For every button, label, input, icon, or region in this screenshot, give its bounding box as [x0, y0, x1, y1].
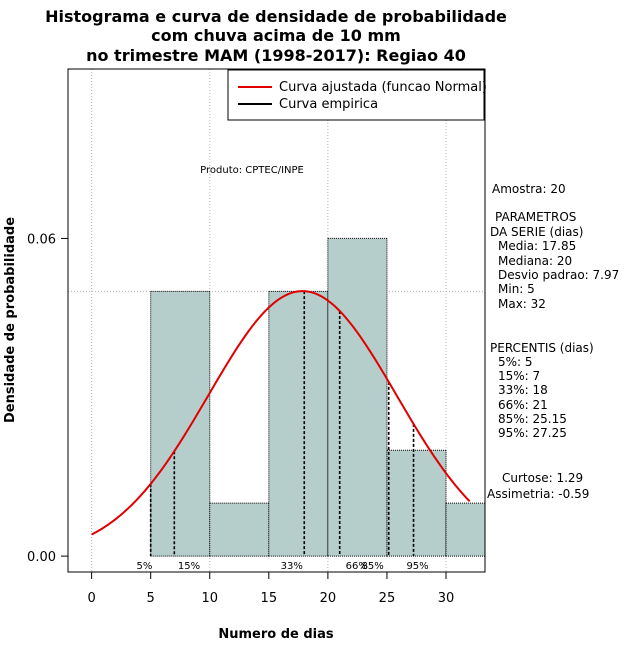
chart-title-line-1: Histograma e curva de densidade de proba… [45, 7, 507, 26]
x-tick-label: 5 [147, 591, 155, 606]
percentile-label: 5% [137, 561, 153, 572]
x-tick-label: 30 [438, 591, 455, 606]
params-title-2: DA SERIE (dias) [490, 225, 583, 239]
histogram-bar [386, 450, 447, 557]
percentile-label: 85% [362, 561, 384, 572]
percentil-33: 33%: 18 [498, 383, 548, 397]
x-axis-title: Numero de dias [218, 627, 334, 642]
percentis-title: PERCENTIS (dias) [490, 341, 594, 355]
percentil-5: 5%: 5 [498, 355, 533, 369]
y-tick-label: 0.06 [27, 232, 56, 247]
histogram-bar [327, 238, 387, 557]
grid-layer [68, 69, 485, 572]
curve-layer [91, 290, 471, 536]
histogram-bar [209, 503, 269, 557]
percentile-markers: 5% 15% 33% 66%85% 95% [137, 291, 429, 572]
y-tick-label: 0.00 [27, 550, 56, 565]
param-sd: Desvio padrao: 7.97 [498, 268, 619, 282]
legend-label-fitted: Curva ajustada (funcao Normal) [279, 80, 487, 95]
x-tick-label: 10 [201, 591, 218, 606]
params-title-1: PARAMETROS [495, 210, 576, 224]
legend-box [227, 69, 485, 121]
percentile-label: 66% [346, 561, 368, 572]
histogram-bars [150, 237, 485, 557]
x-tick-label: 20 [320, 591, 337, 606]
assimetria: Assimetria: -0.59 [487, 487, 589, 501]
chart-annotation: Produto: CPTEC/INPE [200, 165, 304, 176]
percentile-label: 95% [406, 561, 428, 572]
axes-layer: 0 5 10 15 20 25 30 0.00 0.06 [27, 232, 454, 606]
percentil-95: 95%: 27.25 [498, 426, 567, 440]
y-axis-title: Densidade de probabilidade [3, 217, 18, 423]
histogram-bar [150, 291, 210, 557]
histogram-bar [446, 503, 485, 557]
curtose: Curtose: 1.29 [502, 471, 583, 485]
stats-panel: Amostra: 20 PARAMETROS DA SERIE (dias) M… [487, 182, 619, 501]
param-mean: Media: 17.85 [498, 239, 576, 253]
x-tick-label: 0 [87, 591, 95, 606]
percentile-label: 33% [281, 561, 303, 572]
param-median: Mediana: 20 [498, 254, 572, 268]
x-tick-label: 15 [261, 591, 278, 606]
chart-title-line-3: no trimestre MAM (1998-2017): Regiao 40 [86, 46, 466, 65]
param-min: Min: 5 [498, 282, 535, 296]
percentile-label: 15% [178, 561, 200, 572]
percentil-85: 85%: 25.15 [498, 412, 567, 426]
histogram-bar [268, 291, 328, 557]
legend-label-empirical: Curva empirica [279, 97, 378, 112]
legend: Curva ajustada (funcao Normal) Curva emp… [227, 69, 487, 121]
param-max: Max: 32 [498, 297, 546, 311]
fitted-normal-curve [91, 290, 471, 536]
sample-size: Amostra: 20 [492, 182, 566, 196]
x-tick-label: 25 [379, 591, 396, 606]
percentil-15: 15%: 7 [498, 369, 540, 383]
chart-title-line-2: com chuva acima de 10 mm [151, 26, 401, 45]
percentil-66: 66%: 21 [498, 398, 548, 412]
